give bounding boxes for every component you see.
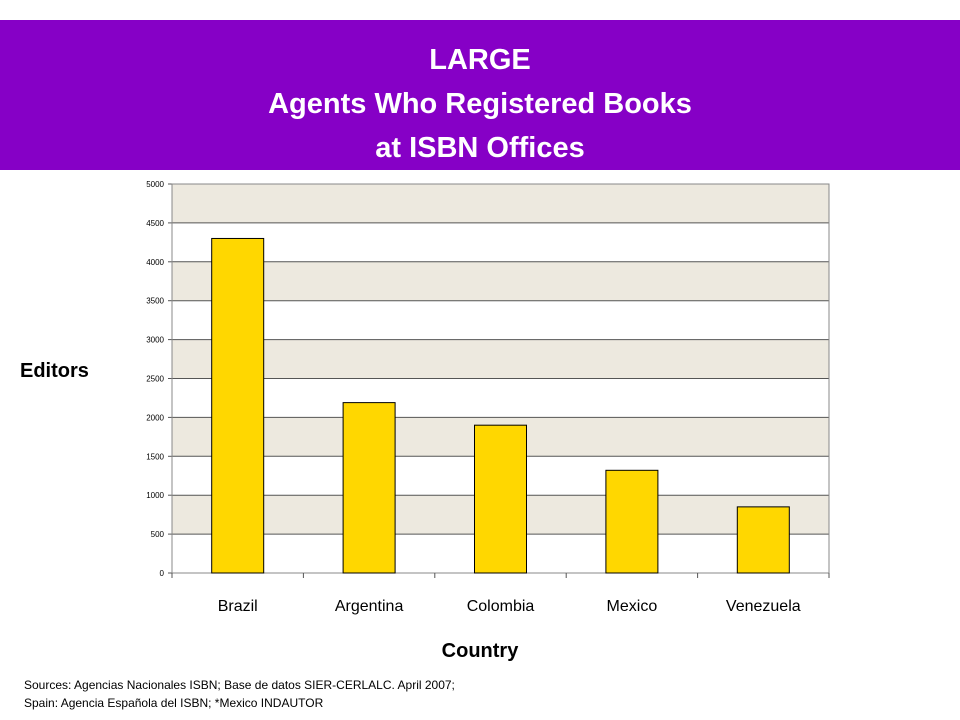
grid-band (172, 300, 829, 340)
y-tick-label: 0 (160, 569, 165, 578)
sources-line-2: Spain: Agencia Española del ISBN; *Mexic… (24, 696, 324, 710)
y-tick-label: 2500 (146, 375, 164, 384)
grid-band (172, 222, 829, 262)
sources-line-1: Sources: Agencias Nacionales ISBN; Base … (24, 678, 455, 692)
chart-title-line-3: at ISBN Offices (375, 132, 585, 164)
y-tick-label: 3000 (146, 336, 164, 345)
grid-band (172, 378, 829, 418)
y-tick-label: 4500 (146, 219, 164, 228)
title-banner: LARGE Agents Who Registered Books at ISB… (0, 20, 960, 170)
bar (342, 402, 396, 574)
grid-band (172, 261, 829, 301)
x-tick-label: Argentina (335, 598, 404, 615)
y-tick-label: 4000 (146, 258, 164, 267)
x-tick-label: Brazil (218, 598, 258, 615)
x-axis-label: Country (441, 640, 519, 662)
bar (605, 469, 659, 574)
bar (736, 506, 790, 574)
x-tick-label: Colombia (467, 598, 535, 615)
chart-title-line-2: Agents Who Registered Books (268, 88, 692, 120)
grid-band (172, 184, 829, 223)
x-tick-label: Mexico (607, 598, 658, 615)
bar (211, 237, 265, 574)
y-tick-label: 2000 (146, 413, 164, 422)
y-tick-label: 3500 (146, 297, 164, 306)
sources-note: Sources: Agencias Nacionales ISBN; Base … (24, 676, 455, 712)
x-tick-label: Venezuela (726, 598, 801, 615)
y-tick-label: 1000 (146, 491, 164, 500)
y-tick-label: 1500 (146, 452, 164, 461)
y-tick-label: 500 (151, 530, 165, 539)
chart-title-line-1: LARGE (429, 44, 531, 76)
y-tick-label: 5000 (146, 180, 164, 189)
y-axis-label: Editors (20, 360, 89, 382)
grid-band (172, 339, 829, 379)
bar (474, 424, 527, 574)
